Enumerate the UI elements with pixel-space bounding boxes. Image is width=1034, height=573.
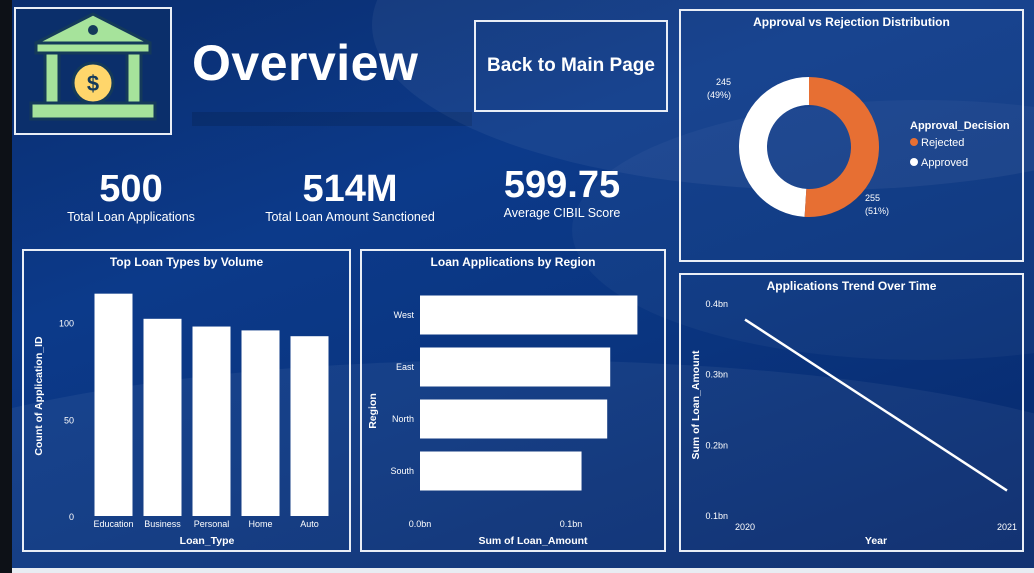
y-tick-label: South xyxy=(390,466,414,476)
bar-auto xyxy=(290,336,329,516)
x-tick-label: 0.0bn xyxy=(409,519,432,529)
approval-distribution-panel: Approval vs Rejection Distribution Appro… xyxy=(679,9,1024,262)
x-axis-title: Sum of Loan_Amount xyxy=(478,535,588,547)
y-tick-label: North xyxy=(392,414,414,424)
donut-chart[interactable]: Approval_Decision Rejected Approved 255 … xyxy=(681,11,1022,260)
y-tick-label: 0.2bn xyxy=(705,440,728,450)
y-tick-label: 50 xyxy=(64,415,74,425)
kpi-average-cibil: 599.75 Average CIBIL Score xyxy=(482,164,642,220)
bar-personal xyxy=(192,326,231,516)
y-tick-label: East xyxy=(396,362,415,372)
region-bar-chart[interactable]: Region Sum of Loan_Amount West East North S… xyxy=(362,251,664,550)
bar-north xyxy=(420,399,608,439)
kpi-value: 500 xyxy=(99,168,163,210)
loan-types-bar-chart[interactable]: Count of Application_ID Loan_Type 0 50 100… xyxy=(24,251,349,550)
bank-icon: $ xyxy=(29,12,157,121)
chart-title: Applications Trend Over Time xyxy=(766,279,937,293)
legend-title: Approval_Decision xyxy=(910,120,1010,132)
x-tick-label: 2020 xyxy=(735,522,755,532)
chart-title: Loan Applications by Region xyxy=(430,255,596,269)
bar-west xyxy=(420,295,638,335)
data-label-approved-count: 245 xyxy=(716,77,731,87)
y-axis-title: Sum of Loan_Amount xyxy=(690,350,702,460)
svg-text:$: $ xyxy=(87,71,99,96)
x-axis-title: Loan_Type xyxy=(180,535,235,547)
x-tick-label: Education xyxy=(93,519,133,529)
bar-education xyxy=(94,293,133,516)
bar-business xyxy=(143,318,182,516)
trend-line xyxy=(744,318,1008,492)
x-axis-title: Year xyxy=(865,535,887,547)
y-tick-label: 0 xyxy=(69,512,74,522)
bar-south xyxy=(420,451,582,491)
x-tick-label: 0.1bn xyxy=(560,519,583,529)
loan-types-panel: Top Loan Types by Volume Count of Applic… xyxy=(22,249,351,552)
back-to-main-button[interactable]: Back to Main Page xyxy=(474,20,668,112)
kpi-label: Total Loan Applications xyxy=(67,210,195,224)
trend-panel: Applications Trend Over Time Sum of Loan… xyxy=(679,273,1024,552)
x-tick-label: 2021 xyxy=(997,522,1017,532)
x-tick-label: Home xyxy=(248,519,272,529)
kpi-total-amount: 514M Total Loan Amount Sanctioned xyxy=(255,168,445,224)
page-title: Overview xyxy=(192,35,419,91)
bottom-strip xyxy=(12,568,1034,573)
kpi-value: 514M xyxy=(302,168,398,210)
legend-marker-approved xyxy=(910,158,918,166)
y-tick-label: West xyxy=(394,310,415,320)
kpi-label: Total Loan Amount Sanctioned xyxy=(265,210,435,224)
y-tick-label: 0.4bn xyxy=(705,299,728,309)
kpi-total-applications: 500 Total Loan Applications xyxy=(56,168,206,224)
kpi-label: Average CIBIL Score xyxy=(503,206,621,220)
data-label-approved-percent: (49%) xyxy=(707,90,731,100)
trend-line-chart[interactable]: Sum of Loan_Amount Year 0.1bn 0.2bn 0.3bn 0… xyxy=(681,275,1022,550)
donut-slice-approved xyxy=(739,77,810,217)
x-tick-label: Auto xyxy=(300,519,319,529)
logo-tile: $ xyxy=(14,7,172,135)
kpi-value: 599.75 xyxy=(503,164,621,206)
bar-home xyxy=(241,330,280,516)
legend-marker-rejected xyxy=(910,138,918,146)
y-axis-title: Count of Application_ID xyxy=(33,336,45,456)
y-axis-title: Region xyxy=(367,393,379,429)
title-shadow xyxy=(192,112,472,126)
legend-item-rejected[interactable]: Rejected xyxy=(921,137,964,149)
x-tick-label: Personal xyxy=(194,519,230,529)
chart-title: Top Loan Types by Volume xyxy=(109,255,264,269)
donut-slice-rejected xyxy=(804,77,879,217)
x-tick-label: Business xyxy=(144,519,181,529)
bar-east xyxy=(420,347,611,387)
data-label-rejected-count: 255 xyxy=(865,193,880,203)
data-label-rejected-percent: (51%) xyxy=(865,206,889,216)
region-panel: Loan Applications by Region Region Sum o… xyxy=(360,249,666,552)
y-tick-label: 0.1bn xyxy=(705,511,728,521)
chart-title: Approval vs Rejection Distribution xyxy=(753,15,950,29)
y-tick-label: 0.3bn xyxy=(705,370,728,380)
dashboard-canvas: $ Overview Back to Main Page 500 Total L… xyxy=(12,0,1034,568)
y-tick-label: 100 xyxy=(59,319,74,329)
legend-item-approved[interactable]: Approved xyxy=(921,157,968,169)
